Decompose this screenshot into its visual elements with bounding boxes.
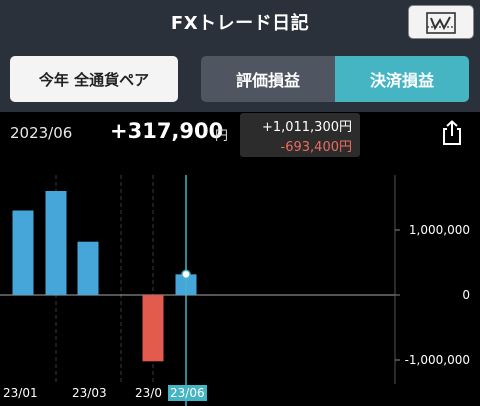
x-tick-label: 23/0 <box>135 386 162 400</box>
loss-total: -693,400円 <box>280 140 352 155</box>
bar-23/03 <box>77 241 99 295</box>
selection-marker <box>181 269 191 280</box>
share-button[interactable] <box>440 120 464 150</box>
x-tick-label: 23/01 <box>3 386 38 400</box>
tab-realized-pl[interactable]: 決済損益 <box>335 56 469 102</box>
controls-bar: 今年 全通貨ペア 評価損益 決済損益 <box>0 46 480 112</box>
y-tick-label-2: -1,000,000 <box>405 353 470 367</box>
page-title: FXトレード日記 <box>170 13 310 34</box>
monthly-pl-amount: +317,900 <box>110 119 224 143</box>
chart-view-button[interactable] <box>408 5 474 39</box>
y-tick-label-1: 0 <box>462 288 470 302</box>
selected-month: 2023/06 <box>10 124 73 142</box>
currency-unit: 円 <box>215 129 229 144</box>
monthly-pl-bar-chart[interactable]: 1,000,000 0 -1,000,000 <box>0 170 480 406</box>
pl-breakdown-tooltip: +1,011,300円 -693,400円 <box>240 113 360 157</box>
bar-23/05 <box>142 295 164 362</box>
bar-23/01 <box>12 210 34 295</box>
tab-unrealized-pl[interactable]: 評価損益 <box>201 56 335 102</box>
x-tick-label: 23/03 <box>72 386 107 400</box>
share-icon <box>443 120 461 145</box>
bar-23/02 <box>45 191 67 295</box>
period-filter-button[interactable]: 今年 全通貨ペア <box>10 56 178 102</box>
x-tick-label-selected: 23/06 <box>168 385 207 401</box>
app-header: FXトレード日記 <box>0 0 480 46</box>
line-chart-icon <box>426 12 456 34</box>
profit-total: +1,011,300円 <box>261 120 352 135</box>
y-tick-label-0: 1,000,000 <box>409 223 470 237</box>
